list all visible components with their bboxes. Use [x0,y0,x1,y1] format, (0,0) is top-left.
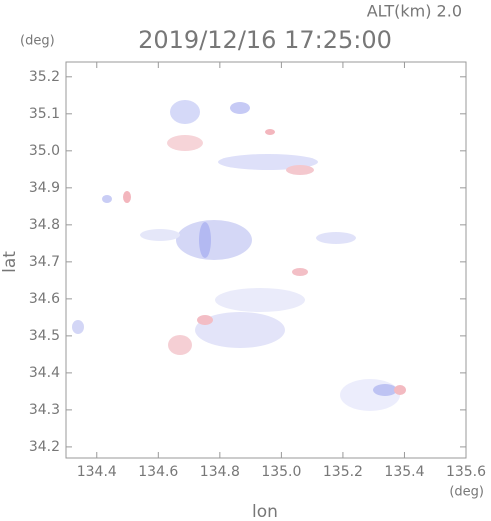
echo-blob [170,100,200,124]
y-tick-label: 35.1 [29,106,60,122]
y-tick-label: 35.0 [29,143,60,159]
echo-blob [102,195,112,203]
y-unit: (deg) [20,34,55,49]
echo-blob [215,288,305,312]
y-tick-label: 34.7 [29,254,60,270]
y-tick-label: 34.3 [29,402,60,418]
x-tick-label: 135.2 [323,464,363,480]
echo-blob [123,191,131,203]
y-tick-label: 34.2 [29,439,60,455]
x-tick-label: 135.0 [261,464,301,480]
y-axis-label: lat [0,251,20,273]
x-tick-label: 134.6 [138,464,178,480]
echo-blob [195,312,285,348]
echo-blob [176,220,252,260]
echo-blob [72,320,84,334]
echo-blob [373,384,397,396]
y-tick-label: 34.8 [29,217,60,233]
echo-blob [140,229,180,241]
echo-blob [286,165,314,175]
y-tick-label: 35.2 [29,69,60,85]
x-tick-label: 134.4 [77,464,117,480]
x-unit: (deg) [449,485,484,500]
echo-blob [394,385,406,395]
echo-blob [316,232,356,244]
echo-field [72,100,406,411]
chart-title: 2019/12/16 17:25:00 [138,26,392,54]
echo-blob [168,335,192,355]
y-tick-label: 34.5 [29,328,60,344]
echo-blob [197,315,213,325]
echo-blob [265,129,275,135]
y-tick-label: 34.6 [29,291,60,307]
echo-blob [199,222,211,258]
x-tick-label: 134.8 [200,464,240,480]
altitude-label: ALT(km) 2.0 [367,2,462,21]
echo-blob [167,135,203,151]
plot-frame [65,61,467,459]
x-tick-label: 135.4 [384,464,424,480]
x-axis-label: lon [252,502,278,521]
y-tick-label: 34.9 [29,180,60,196]
echo-blob [292,268,308,276]
echo-blob [230,102,250,114]
y-tick-label: 34.4 [29,365,60,381]
x-tick-label: 135.6 [446,464,486,480]
